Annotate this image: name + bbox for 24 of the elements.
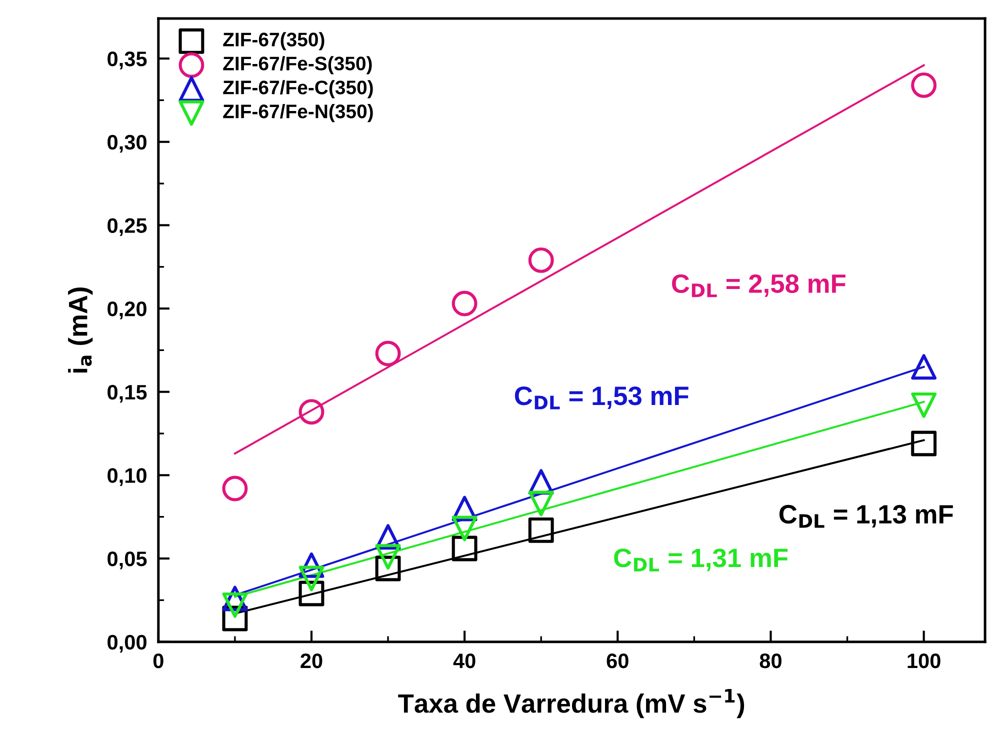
annotation: C$_{DL}$ = 1,31 mF bbox=[614, 548, 788, 572]
y-tick-label: 0,30 bbox=[108, 134, 146, 153]
y-tick-label: 0,20 bbox=[108, 302, 146, 320]
legend-label: ZIF-67(350) bbox=[223, 32, 324, 50]
x-tick-label: 100 bbox=[908, 653, 940, 668]
legend-label: ZIF-67/Fe-C(350) bbox=[223, 80, 373, 98]
x-axis-title: Taxa de Varredura (mV s$^{−1}$) bbox=[398, 689, 744, 718]
annotation: C$_{DL}$ = 1,13 mF bbox=[779, 504, 953, 528]
x-tick-label: 80 bbox=[760, 653, 782, 668]
x-tick-label: 60 bbox=[606, 653, 628, 668]
y-tick-label: 0,25 bbox=[108, 218, 147, 236]
y-tick-label: 0,10 bbox=[108, 468, 146, 486]
x-tick-label: 40 bbox=[453, 653, 476, 668]
x-tick-label: 20 bbox=[300, 653, 322, 668]
annotation: C$_{DL}$ = 1,53 mF bbox=[514, 386, 688, 410]
legend-label: ZIF-67/Fe-S(350) bbox=[223, 56, 372, 74]
y-tick-label: 0,05 bbox=[108, 552, 147, 570]
y-tick-label: 0,35 bbox=[108, 52, 147, 70]
x-tick-label: 0 bbox=[153, 653, 164, 668]
annotation: C$_{DL}$ = 2,58 mF bbox=[672, 274, 846, 298]
legend-label: ZIF-67/Fe-N(350) bbox=[223, 104, 373, 122]
y-axis-title: i$_{a}$ (mA) bbox=[68, 288, 93, 373]
y-tick-label: 0,15 bbox=[108, 384, 147, 403]
y-tick-label: 0,00 bbox=[108, 634, 146, 653]
